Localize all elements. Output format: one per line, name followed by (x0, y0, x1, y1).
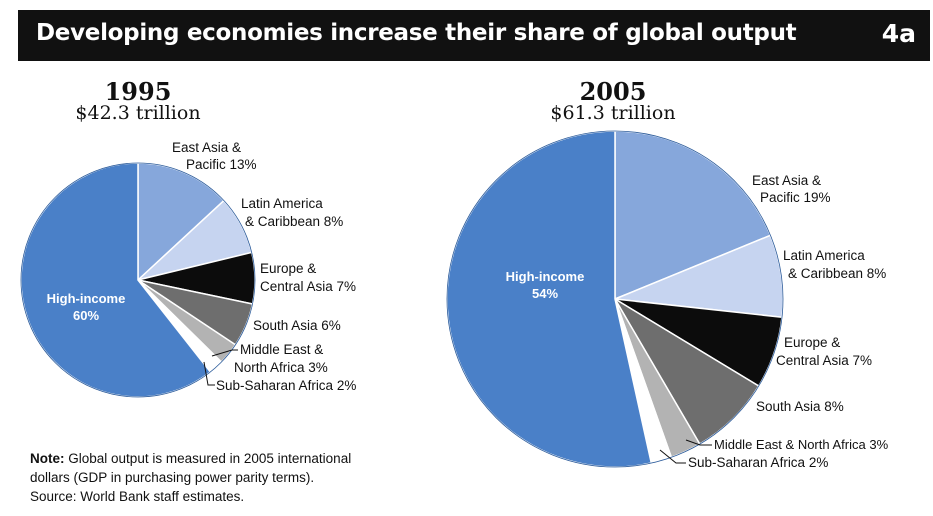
note-line-1: Note: Global output is measured in 2005 … (30, 449, 470, 468)
pie-1995 (20, 162, 256, 398)
pie-2005 (446, 130, 784, 468)
panel-title-1995: 1995 $42.3 trillion (28, 80, 248, 123)
label-1995-high-income-l1: High-income (47, 291, 126, 306)
label-1995-europe-l1: Europe & (260, 261, 316, 276)
label-2005-east-asia-l2: Pacific 19% (760, 190, 831, 205)
label-2005-latin-l1: Latin America (783, 248, 865, 263)
label-2005-mena: Middle East & North Africa 3% (714, 437, 889, 452)
leader-line-1995-ssa (203, 361, 215, 386)
label-1995-east-asia-l2: Pacific 13% (186, 157, 257, 172)
labels-2005: East Asia & Pacific 19% Latin America & … (506, 173, 889, 470)
label-1995-south-asia: South Asia 6% (253, 318, 341, 333)
chart-note: Note: Global output is measured in 2005 … (30, 449, 470, 506)
panel-total-1995: $42.3 trillion (75, 102, 201, 124)
note-label: Note: (30, 451, 65, 466)
leader-lines (203, 349, 712, 464)
label-2005-ssa: Sub-Saharan Africa 2% (688, 455, 828, 470)
leader-line-2005-mena (685, 439, 712, 446)
panel-year-2005: 2005 (579, 77, 647, 106)
leader-line-1995-mena (211, 349, 238, 357)
label-2005-south-asia: South Asia 8% (756, 399, 844, 414)
label-2005-latin-l2: & Caribbean 8% (788, 266, 886, 281)
label-1995-mena-l1: Middle East & (240, 342, 323, 357)
label-1995-mena-l2: North Africa 3% (234, 360, 328, 375)
panel-year-1995: 1995 (104, 77, 172, 106)
label-2005-high-income-l2: 54% (532, 286, 558, 301)
label-1995-ssa: Sub-Saharan Africa 2% (216, 378, 356, 393)
note-line-2: dollars (GDP in purchasing power parity … (30, 470, 315, 485)
chart-title: Developing economies increase their shar… (36, 20, 797, 46)
pie-outline-1995 (20, 162, 256, 398)
label-1995-latin-l1: Latin America (241, 196, 323, 211)
leader-line-2005-ssa (659, 449, 686, 464)
labels-1995: East Asia & Pacific 13% Latin America & … (47, 140, 357, 393)
label-2005-high-income-l1: High-income (506, 269, 585, 284)
label-1995-latin-l2: & Caribbean 8% (245, 214, 343, 229)
pie-outline-2005 (446, 130, 784, 468)
note-text-1: Global output is measured in 2005 intern… (68, 451, 352, 466)
panel-total-2005: $61.3 trillion (550, 102, 676, 124)
chart-header: Developing economies increase their shar… (18, 10, 930, 61)
figure-number-badge: 4a (881, 19, 916, 48)
label-2005-europe-l2: Central Asia 7% (776, 353, 872, 368)
label-1995-europe-l2: Central Asia 7% (260, 279, 356, 294)
panel-title-2005: 2005 $61.3 trillion (503, 80, 723, 123)
label-1995-high-income-l2: 60% (73, 308, 99, 323)
label-2005-east-asia-l1: East Asia & (752, 173, 821, 188)
note-source: Source: World Bank staff estimates. (30, 489, 245, 504)
label-2005-europe-l1: Europe & (784, 335, 840, 350)
label-1995-east-asia-l1: East Asia & (172, 140, 241, 155)
